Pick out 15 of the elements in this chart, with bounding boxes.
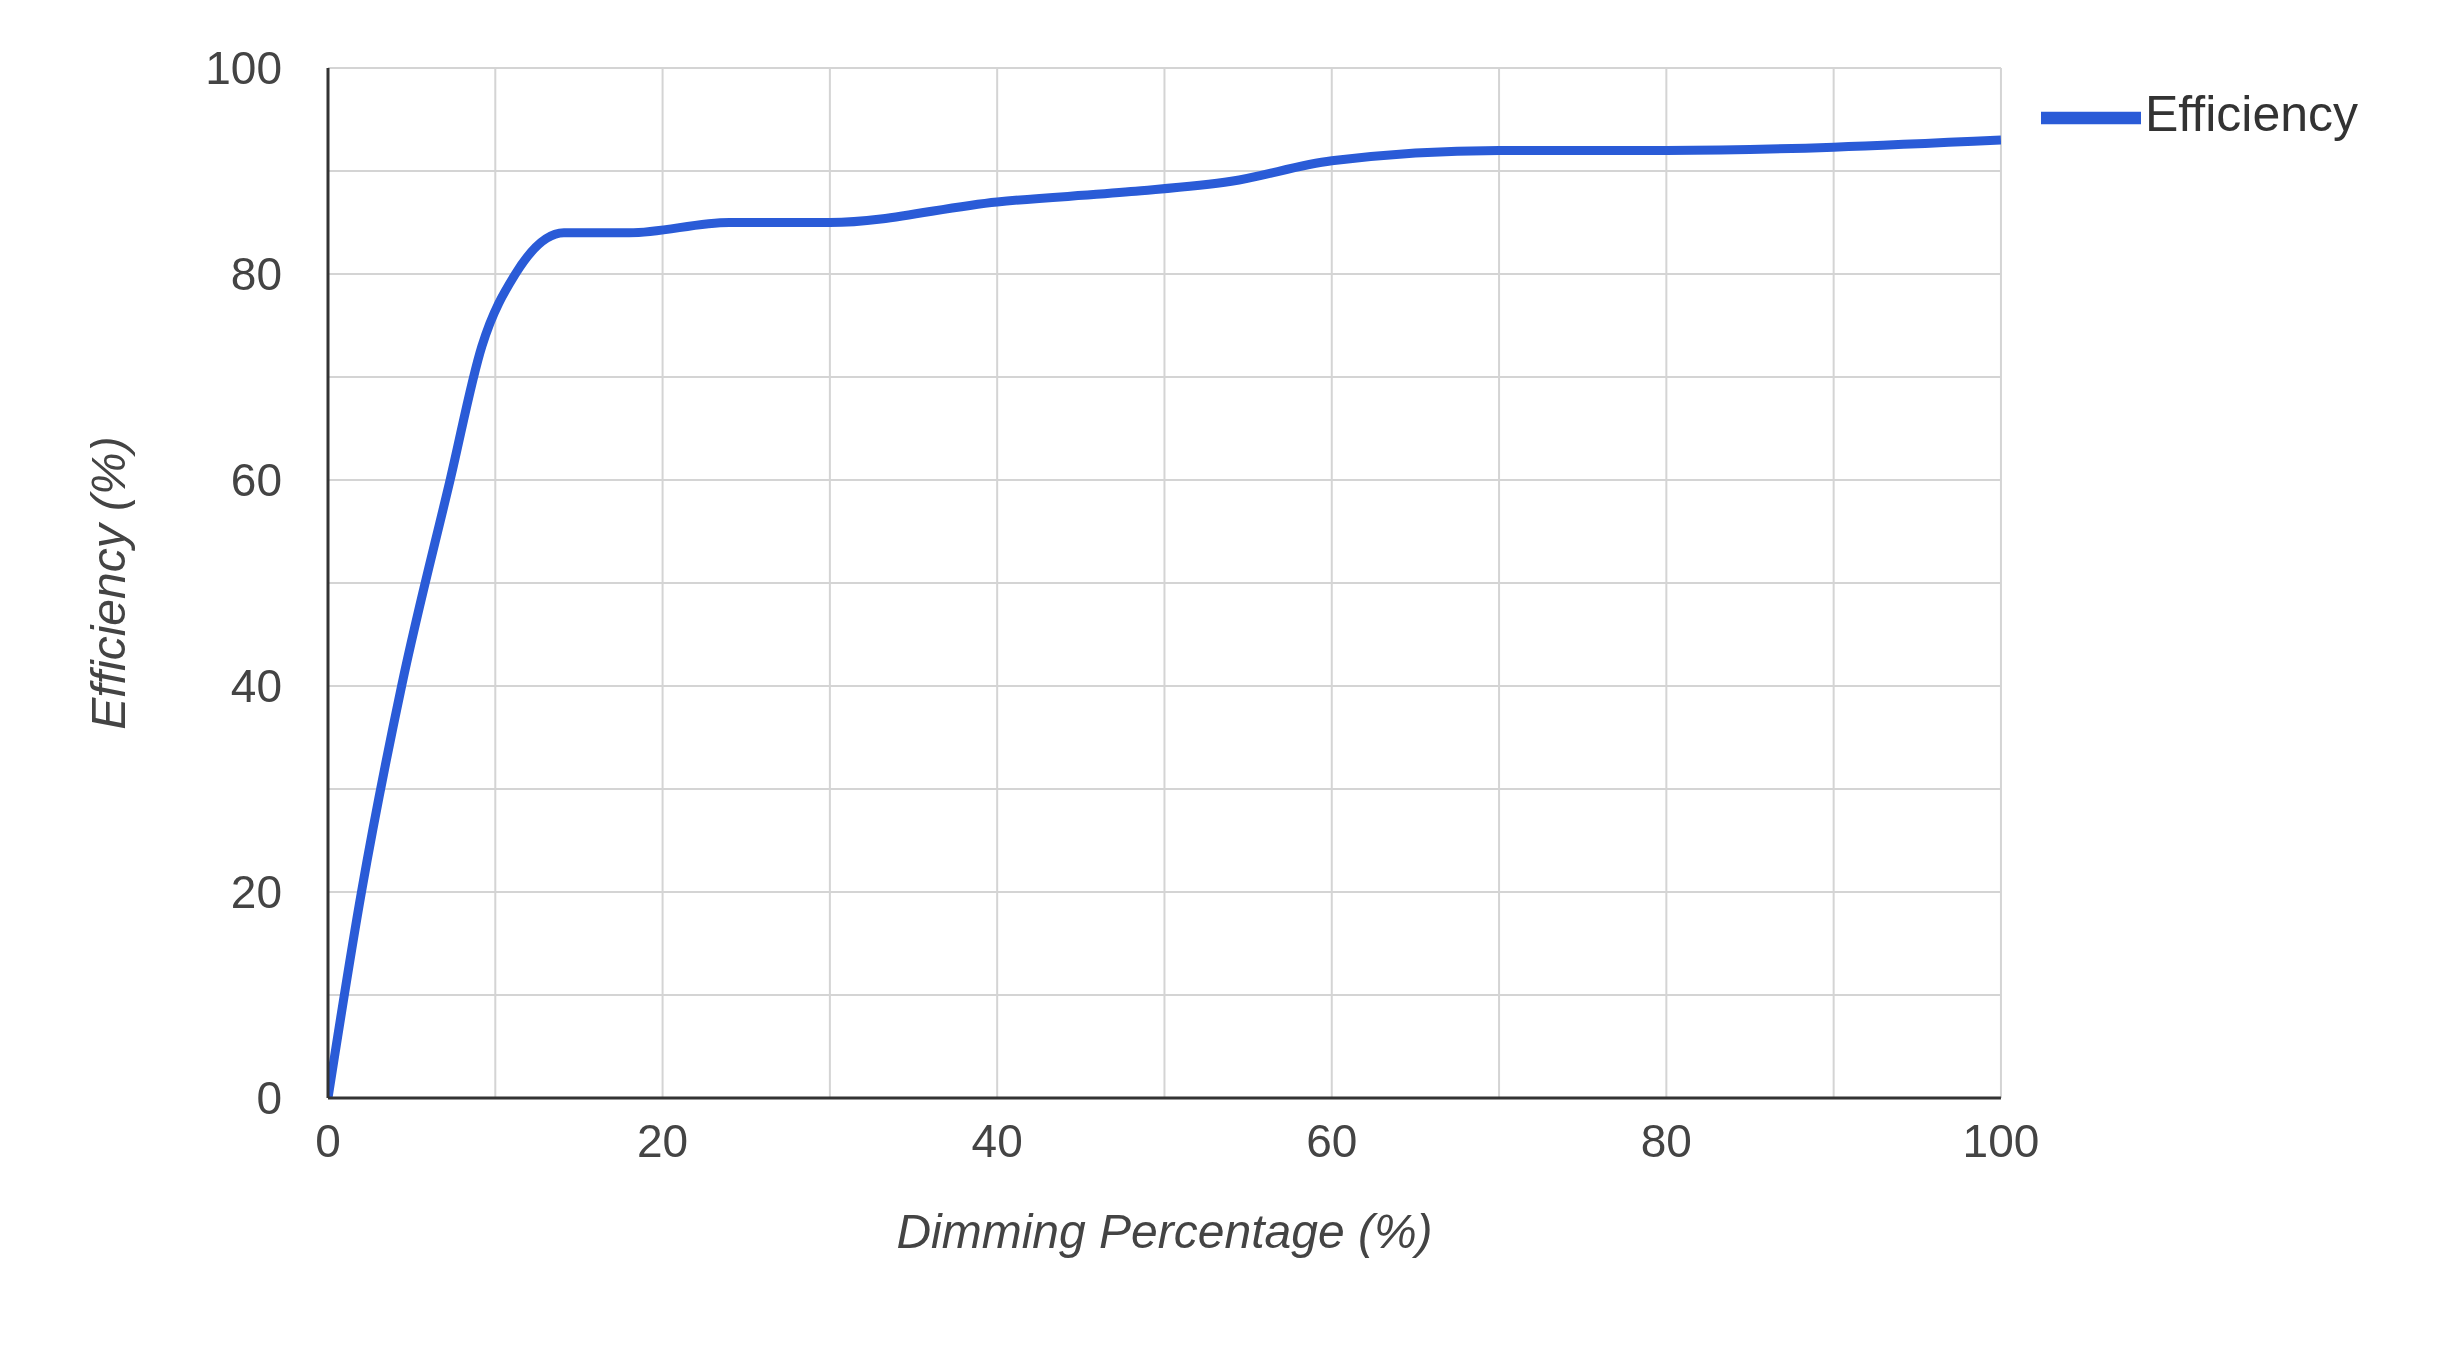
x-tick-label: 20 xyxy=(637,1114,689,1167)
y-tick-label: 80 xyxy=(230,248,282,301)
y-tick-label: 0 xyxy=(256,1072,282,1125)
y-tick-label: 20 xyxy=(230,866,282,919)
x-tick-label: 100 xyxy=(1962,1114,2040,1167)
legend-label: Efficiency xyxy=(2144,86,2358,143)
x-tick-label: 60 xyxy=(1306,1114,1358,1167)
y-tick-label: 60 xyxy=(230,454,282,507)
x-tick-label: 80 xyxy=(1640,1114,1692,1167)
y-axis-title: Efficiency (%) xyxy=(82,436,136,730)
x-tick-label: 0 xyxy=(315,1114,341,1167)
x-tick-label: 40 xyxy=(971,1114,1023,1167)
y-tick-label: 40 xyxy=(230,660,282,713)
y-tick-label: 100 xyxy=(205,42,282,95)
x-axis-title: Dimming Percentage (%) xyxy=(896,1205,1433,1258)
